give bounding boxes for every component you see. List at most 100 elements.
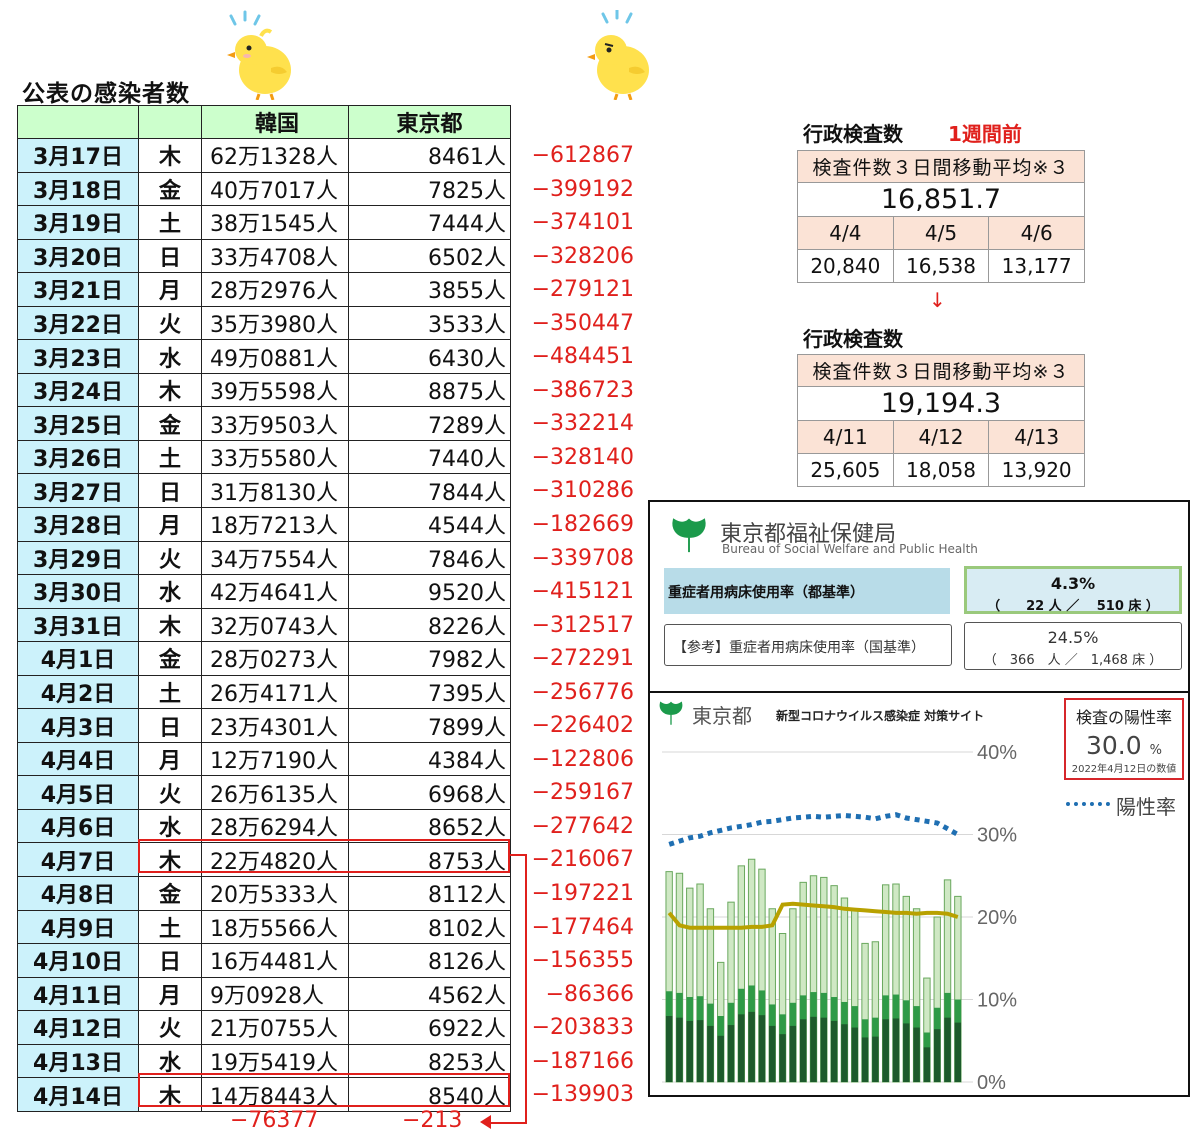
row-difference: −139903 [531, 1082, 634, 1108]
row-difference: −187166 [531, 1048, 634, 1074]
row-date: 3月23日 [17, 339, 139, 374]
row-weekday: 月 [138, 976, 202, 1012]
row-tokyo-cases: 7444人 [348, 205, 511, 240]
row-tokyo-cases: 4384人 [348, 741, 511, 777]
bar-dark [676, 1017, 683, 1082]
bar-dark [903, 1023, 910, 1082]
row-weekday: 日 [138, 473, 202, 509]
average-line [667, 901, 959, 930]
positivity-unit: % [1149, 743, 1162, 758]
row-korea-cases: 31万8130人 [201, 473, 349, 509]
tests-table-current: 検査件数３日間移動平均※３ 19,194.3 4/11 4/12 4/13 25… [797, 354, 1085, 487]
bar-dark [913, 1027, 920, 1082]
table-row: 4月11日月 9万0928人 4562人 [17, 976, 511, 1012]
row-difference: −256776 [531, 679, 634, 705]
row-weekday: 木 [138, 372, 202, 408]
row-weekday: 金 [138, 406, 202, 441]
row-difference: −374101 [531, 210, 634, 236]
bar-dark [799, 1019, 807, 1082]
row-difference: −310286 [531, 478, 634, 504]
row-tokyo-cases: 3533人 [348, 305, 511, 341]
bracket-line [490, 1122, 527, 1124]
row-tokyo-cases: 4544人 [348, 507, 511, 542]
table-row: 3月25日金 33万9503人 7289人 [17, 406, 511, 441]
row-weekday: 木 [138, 138, 202, 173]
row-weekday: 月 [138, 741, 202, 777]
header-blank [17, 105, 139, 139]
row-korea-cases: 26万4171人 [201, 674, 349, 710]
row-date: 4月2日 [17, 674, 139, 710]
arrow-down-icon: ↓ [929, 288, 946, 312]
bar-dark [779, 1034, 786, 1082]
row-difference: −332214 [531, 411, 634, 437]
row-korea-cases: 33万9503人 [201, 406, 349, 441]
row-difference: −277642 [531, 813, 634, 839]
row-tokyo-cases: 7844人 [348, 473, 511, 509]
row-date: 4月5日 [17, 775, 139, 810]
tests-title-prev: 行政検査数 [803, 122, 903, 146]
bar-dark [872, 1036, 879, 1082]
row-difference: −272291 [531, 646, 634, 672]
row-date: 3月27日 [17, 473, 139, 509]
positivity-title: 検査の陽性率 [1075, 708, 1172, 727]
row-korea-cases: 34万7554人 [201, 540, 349, 576]
row-date: 4月12日 [17, 1010, 139, 1045]
row-tokyo-cases: 8126人 [348, 943, 511, 978]
row-korea-cases: 12万7190人 [201, 741, 349, 777]
row-korea-cases: 49万0881人 [201, 339, 349, 374]
row-weekday: 月 [138, 507, 202, 542]
tests-value: 13,177 [988, 249, 1085, 283]
row-difference: −279121 [531, 277, 634, 303]
ginkgo-logo-icon [659, 701, 683, 725]
row-korea-cases: 26万6135人 [201, 775, 349, 810]
chick-illustration [587, 10, 649, 100]
bar-dark [686, 1020, 693, 1082]
row-weekday: 水 [138, 808, 202, 844]
row-tokyo-cases: 8112人 [348, 876, 511, 911]
row-difference: −612867 [531, 143, 634, 168]
tests-date: 4/13 [988, 420, 1085, 454]
bar-dark [707, 1025, 714, 1082]
week-ago-label: 1週間前 [948, 122, 1022, 146]
table-row: 3月22日火 35万3980人 3533人 [17, 305, 511, 341]
row-tokyo-cases: 7289人 [348, 406, 511, 441]
row-date: 3月19日 [17, 205, 139, 240]
table-row: 4月9日土 18万5566人 8102人 [17, 909, 511, 945]
tests-date: 4/4 [797, 216, 894, 250]
bar-dark [727, 1025, 735, 1082]
bar-dark [954, 1022, 962, 1082]
row-date: 3月18日 [17, 171, 139, 207]
table-row: 4月6日水 28万6294人 8652人 [17, 808, 511, 844]
tests-date: 4/5 [892, 216, 990, 250]
table-row: 3月19日土 38万1545人 7444人 [17, 205, 511, 240]
difference-column: −612867 −399192 −374101 −328206 −279121 −3504… [518, 139, 634, 1112]
row-date: 3月21日 [17, 272, 139, 307]
row-difference: −182669 [531, 512, 634, 538]
row-difference: −399192 [531, 176, 634, 202]
bar-dark [882, 1019, 889, 1082]
row-date: 3月30日 [17, 574, 139, 609]
table-header-row: 韓国 東京都 [17, 105, 511, 139]
row-difference: −226402 [531, 713, 634, 739]
table-row: 3月23日水 49万0881人 6430人 [17, 339, 511, 374]
highlight-box-apr14 [138, 1073, 510, 1107]
row-difference: −177464 [531, 914, 634, 940]
row-date: 4月4日 [17, 741, 139, 777]
tests-header: 検査件数３日間移動平均※３ [797, 354, 1085, 387]
row-korea-cases: 33万4708人 [201, 238, 349, 274]
tests-value: 18,058 [892, 453, 990, 487]
row-date: 3月25日 [17, 406, 139, 441]
table-row: 3月21日月 28万2976人 3855人 [17, 272, 511, 307]
row-korea-cases: 40万7017人 [201, 171, 349, 207]
row-difference: −216067 [531, 847, 634, 873]
row-tokyo-cases: 7846人 [348, 540, 511, 576]
tests-value: 16,538 [892, 249, 990, 283]
row-date: 4月6日 [17, 808, 139, 844]
bar-dark [934, 1029, 941, 1082]
y-tick-label: 10% [977, 990, 1017, 1012]
tests-date: 4/6 [988, 216, 1085, 250]
bed-usage-national-label: 【参考】重症者用病床使用率（国基準） [664, 624, 952, 666]
row-difference: −328206 [531, 243, 634, 269]
table-row: 4月4日月 12万7190人 4384人 [17, 741, 511, 777]
row-date: 3月26日 [17, 439, 139, 475]
